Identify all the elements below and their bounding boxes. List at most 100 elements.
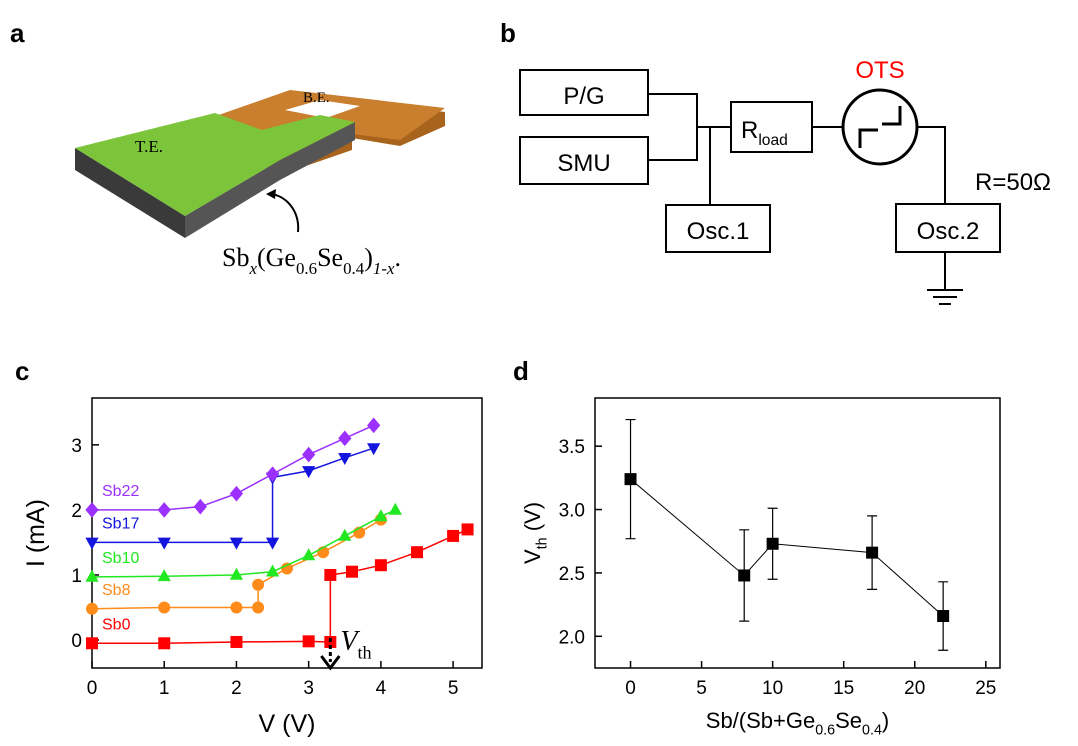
text-part: load <box>758 132 787 149</box>
ots-symbol <box>843 90 917 164</box>
box-label: SMU <box>557 150 610 177</box>
material-label: Sbx(Ge0.6Se0.4)1-x. <box>222 243 401 278</box>
data-point <box>346 566 358 578</box>
data-point <box>252 579 264 591</box>
data-point <box>937 610 949 622</box>
text-part: (Ge <box>257 243 296 272</box>
data-point <box>85 502 98 518</box>
x-tick-label: 4 <box>376 678 387 699</box>
series-label: Sb0 <box>102 616 131 633</box>
data-point <box>266 466 279 482</box>
device-sketch <box>75 90 445 238</box>
data-point <box>302 548 315 560</box>
data-point <box>86 637 98 649</box>
x-tick-label: 25 <box>975 678 996 699</box>
data-point <box>389 503 402 515</box>
data-point <box>266 565 279 577</box>
x-tick-label: 0 <box>87 678 98 699</box>
text-part: 0.4 <box>862 723 882 739</box>
x-tick-label: 15 <box>833 678 854 699</box>
y-tick-label: 0 <box>71 631 82 652</box>
data-point <box>324 569 336 581</box>
x-tick-label: 1 <box>159 678 170 699</box>
data-point <box>230 486 243 502</box>
x-tick-label: 2 <box>231 678 242 699</box>
ots-contacts <box>860 106 900 148</box>
text-part: ) <box>882 708 889 733</box>
data-point <box>462 523 474 535</box>
data-point <box>158 601 170 613</box>
data-point <box>85 538 98 550</box>
data-point <box>230 601 242 613</box>
data-point <box>281 562 293 574</box>
y-tick-label: 2.0 <box>559 627 585 648</box>
data-point <box>230 538 243 550</box>
y-tick-label: 3.5 <box>559 437 585 458</box>
box-label: Osc.1 <box>687 218 750 245</box>
series-label: Sb17 <box>102 515 139 532</box>
text-part: Se <box>835 708 862 733</box>
text-part: (V) <box>520 502 545 537</box>
data-point <box>230 568 243 580</box>
x-tick-label: 10 <box>762 678 783 699</box>
x-tick-label: 5 <box>448 678 459 699</box>
data-point <box>194 499 207 515</box>
panel-label: a <box>10 18 25 48</box>
connecting-line <box>631 479 944 616</box>
x-axis-title: V (V) <box>259 710 316 738</box>
data-point <box>866 547 878 559</box>
data-point <box>86 603 98 615</box>
box-label: Osc.2 <box>917 218 980 245</box>
x-tick-label: 20 <box>904 678 925 699</box>
box-label: P/G <box>563 83 604 110</box>
plot-frame <box>595 398 1000 668</box>
data-point <box>338 529 351 541</box>
data-point <box>738 569 750 581</box>
data-point <box>338 431 351 447</box>
x-tick-label: 0 <box>625 678 636 699</box>
panel-label: d <box>513 356 529 386</box>
data-point <box>767 538 779 550</box>
y-tick-label: 3 <box>71 436 82 457</box>
vth-annotation: Vth <box>340 626 371 662</box>
series-label: Sb10 <box>102 550 139 567</box>
data-point <box>411 546 423 558</box>
text-part: Sb <box>222 243 249 272</box>
data-point <box>266 538 279 550</box>
y-axis-title: I (mA) <box>22 499 50 567</box>
data-point <box>158 502 171 518</box>
plot-frame <box>92 398 482 668</box>
resistance-label: R=50Ω <box>975 169 1051 196</box>
series-label: Sb8 <box>102 582 131 599</box>
data-point <box>374 509 387 521</box>
data-point <box>302 447 315 463</box>
text-part: . <box>394 243 401 272</box>
y-tick-label: 3.0 <box>559 501 585 522</box>
data-point <box>252 601 264 613</box>
x-tick-label: 5 <box>696 678 707 699</box>
data-point <box>158 538 171 550</box>
y-tick-label: 1 <box>71 566 82 587</box>
electrode-label: B.E. <box>303 90 330 106</box>
x-axis-title: Sb/(Sb+Ge0.6Se0.4) <box>706 708 889 739</box>
series-label: Sb22 <box>102 483 139 500</box>
text-part: Se <box>317 243 343 272</box>
figure: a T.E. B.E. b P/G SMU Osc.1 Osc.2 OTS R=… <box>0 0 1078 746</box>
y-axis-title: Vth (V) <box>520 502 551 564</box>
electrode-label: T.E. <box>135 137 163 156</box>
box-label: Rload <box>741 117 788 149</box>
y-tick-label: 2.5 <box>559 564 585 585</box>
y-tick-label: 2 <box>71 501 82 522</box>
data-point <box>303 635 315 647</box>
device-label: OTS <box>855 57 904 84</box>
panel-label: c <box>15 356 29 386</box>
text-part: 1-x <box>373 259 395 278</box>
data-point <box>447 530 459 542</box>
text-part: 0.4 <box>343 259 365 278</box>
text-part: 0.6 <box>296 259 317 278</box>
arrow-head <box>266 189 276 199</box>
data-point <box>625 473 637 485</box>
text-part: V <box>520 549 545 564</box>
text-part: th <box>357 642 371 662</box>
data-point <box>158 569 171 581</box>
